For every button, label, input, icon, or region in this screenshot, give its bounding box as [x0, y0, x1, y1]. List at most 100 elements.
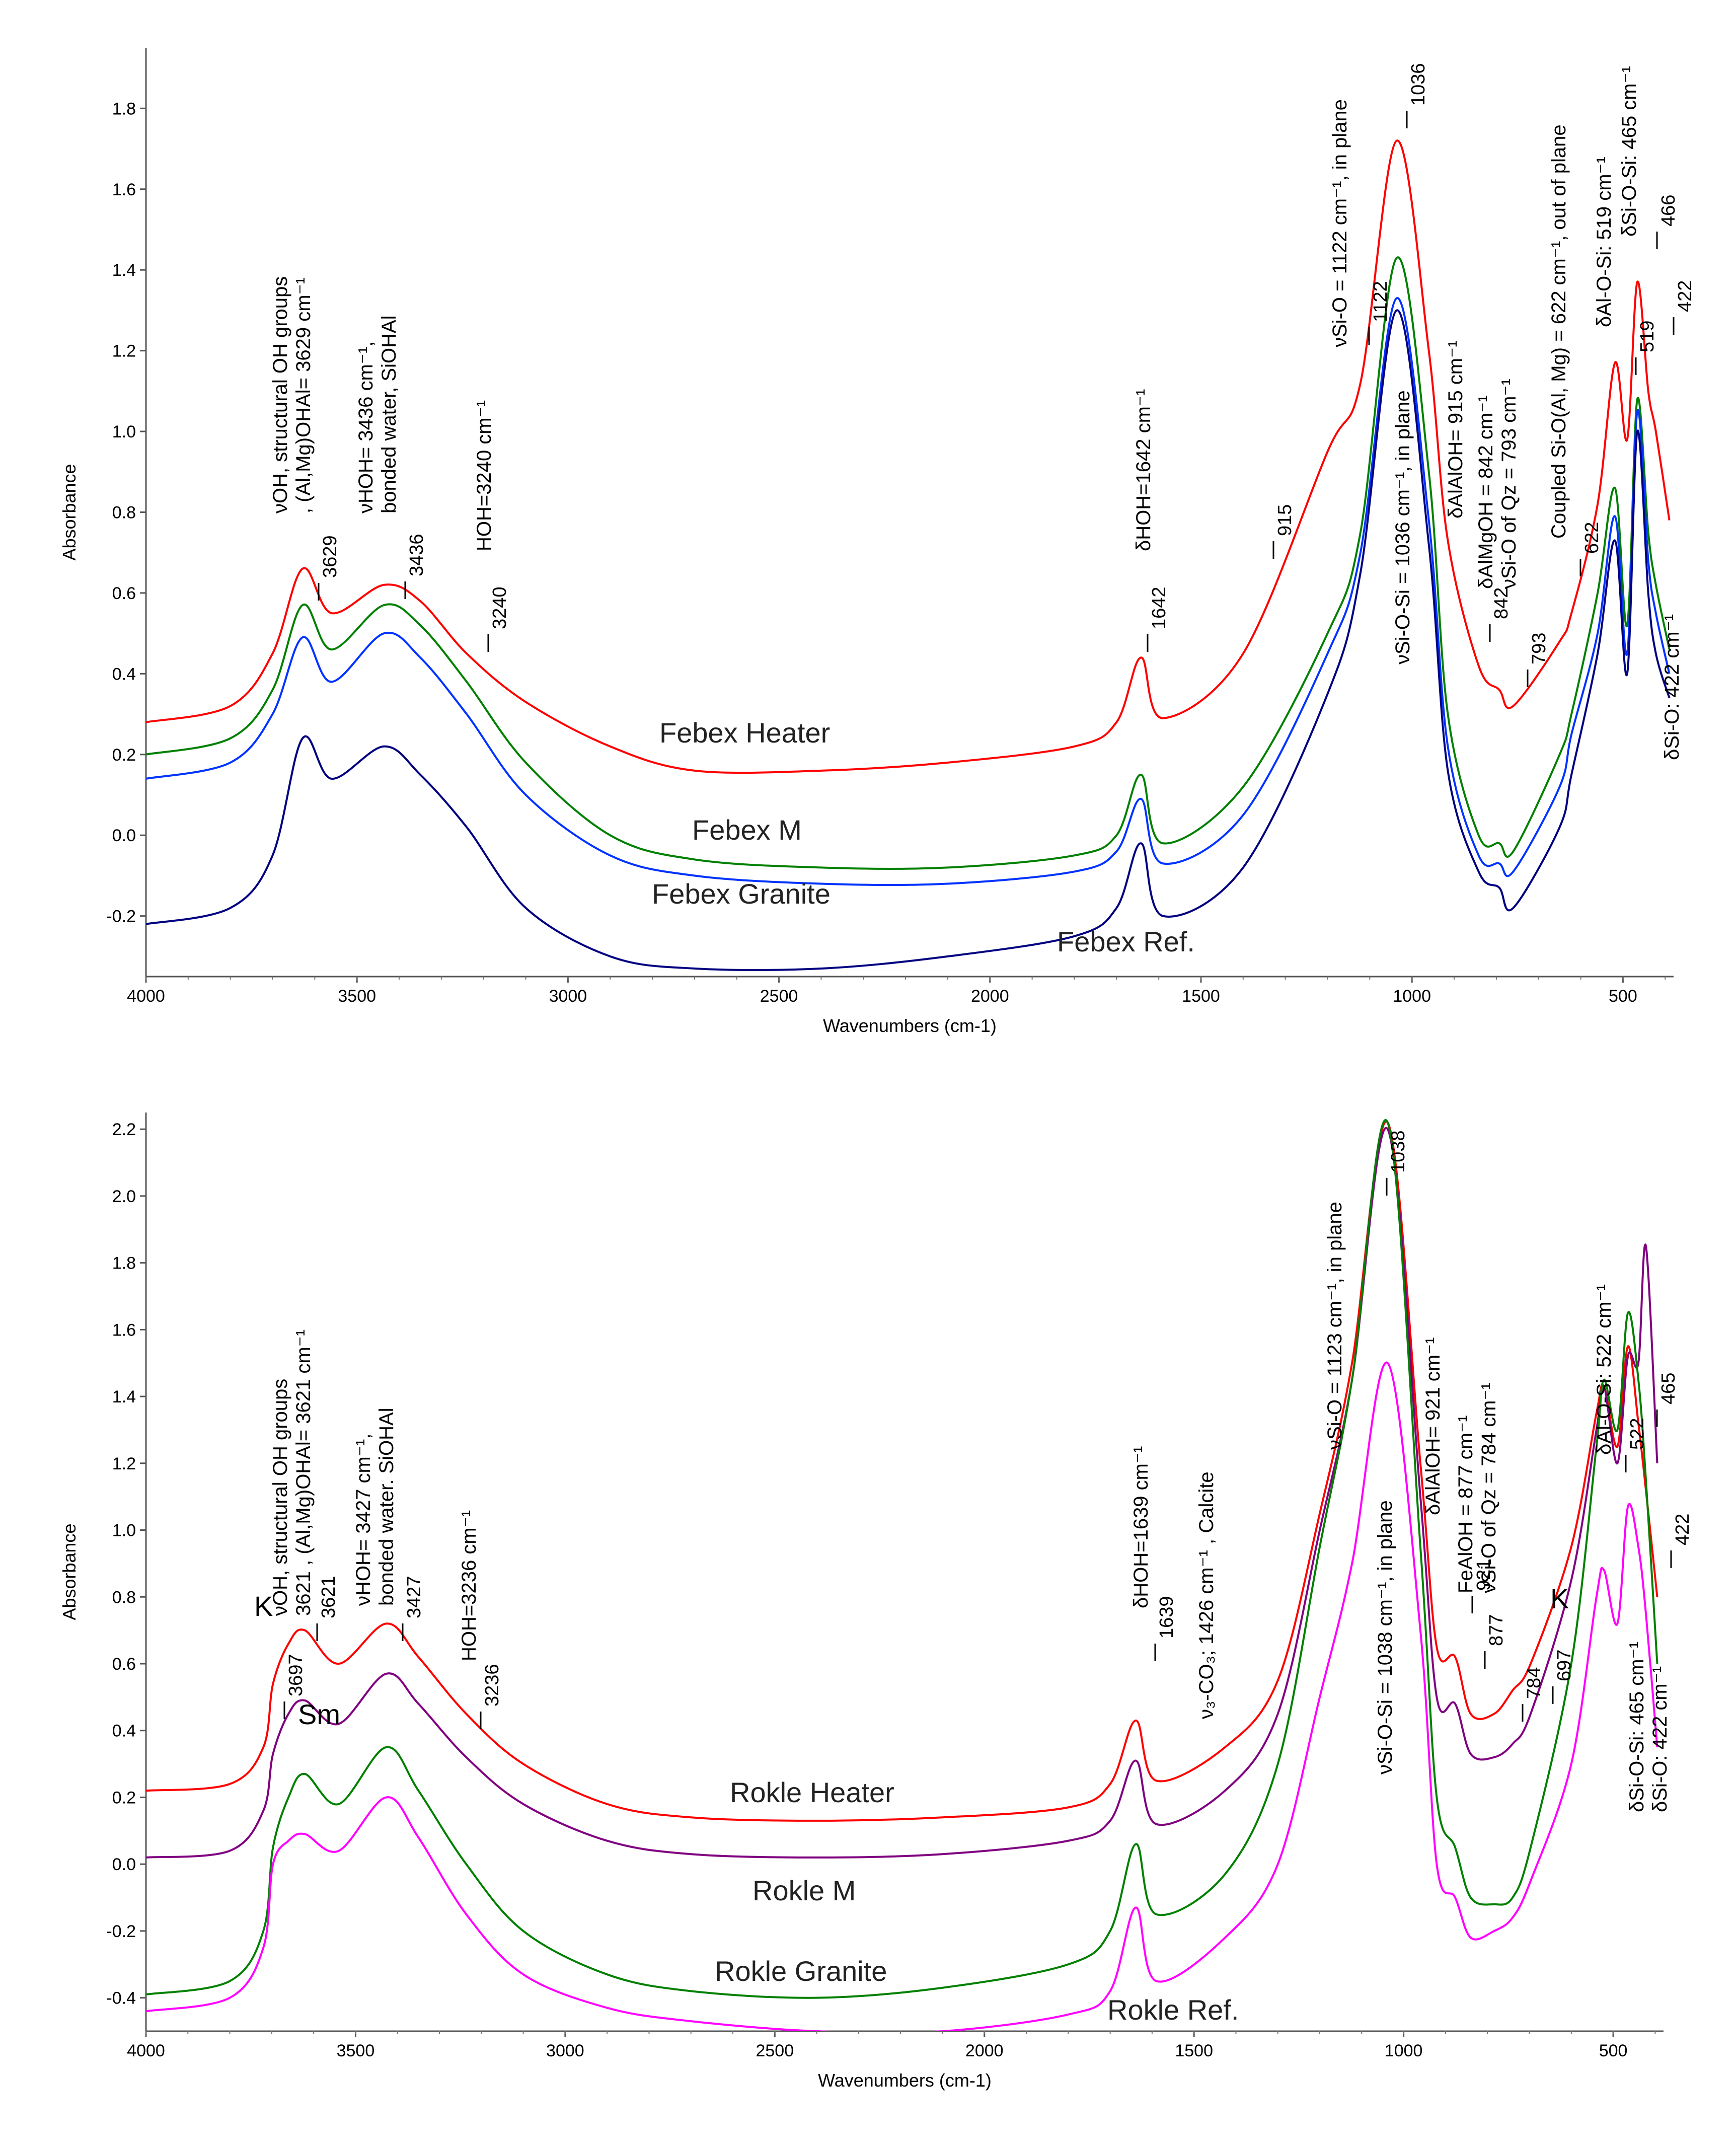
- febex-series-1: [146, 256, 1671, 870]
- febex-y-tick-label: 1.6: [112, 180, 136, 199]
- febex-peak-marker: 519: [1635, 321, 1658, 375]
- rokle-annotation-line: νSi-O of Qz = 784 cm⁻¹: [1478, 1383, 1500, 1593]
- febex-y-tick-label: 1.2: [112, 342, 136, 361]
- rokle-y-axis-title: Absorbance: [59, 1523, 80, 1620]
- febex-annotation-line: δAlMgOH = 842 cm⁻¹: [1475, 395, 1497, 589]
- rokle-annotation-vsiosi: νSi-O-Si = 1038 cm⁻¹, in plane: [1374, 1500, 1396, 1774]
- rokle-annotation-line: δHOH=1639 cm⁻¹: [1130, 1446, 1152, 1608]
- febex-y-tick-label: 0.4: [112, 664, 136, 684]
- rokle-y-tick-label: -0.4: [106, 1989, 136, 2008]
- rokle-y-tick-label: 1.0: [112, 1521, 136, 1540]
- rokle-y-tick-label: 0.0: [112, 1855, 136, 1874]
- rokle-y-tick-label: 1.6: [112, 1320, 136, 1340]
- rokle-peak-label: 3697: [285, 1654, 307, 1696]
- rokle-annotation-line: δAlAlOH= 921 cm⁻¹: [1422, 1338, 1444, 1515]
- rokle-peak-label: 3427: [404, 1576, 425, 1618]
- febex-annotation-line: νHOH= 3436 cm⁻¹,: [355, 341, 377, 513]
- febex-x-tick-label: 1000: [1393, 987, 1431, 1006]
- febex-y-tick-label: 0.0: [112, 826, 136, 845]
- febex-peak-label: 3436: [406, 534, 427, 576]
- febex-peak-label: 1642: [1149, 586, 1170, 629]
- febex-x-tick-label: 2000: [971, 987, 1009, 1006]
- febex-annotation-dalmgoh: δAlMgOH = 842 cm⁻¹ νSi-O of Qz = 793 cm⁻¹: [1475, 379, 1520, 589]
- febex-peak-label: 622: [1581, 522, 1603, 554]
- rokle-x-tick-label: 3500: [337, 2041, 375, 2060]
- febex-annotation-line: δAlAlOH= 915 cm⁻¹: [1445, 341, 1467, 518]
- rokle-annotation-line: δSi-O: 422 cm⁻¹: [1649, 1666, 1671, 1812]
- febex-chart: 4000 3500 3000 2500 2000 1500 1000 500 -0.2 0.0 0.…: [59, 48, 1696, 1036]
- rokle-annotation-dalosi: δAl-O-Si: 522 cm⁻¹: [1593, 1284, 1615, 1455]
- rokle-series-label: Rokle Granite: [715, 1955, 887, 1987]
- febex-annotation-dalosi: δAl-O-Si: 519 cm⁻¹: [1593, 157, 1615, 327]
- rokle-annotation-line: 3621 , (Al,Mg)OHAl= 3621 cm⁻¹: [292, 1329, 315, 1616]
- rokle-chart: 4000 3500 3000 2500 2000 1500 1000 500 -0.4 -0.2 0…: [59, 1113, 1693, 2091]
- febex-x-tick-label: 3000: [549, 987, 587, 1006]
- rokle-mineral-letter: K: [1550, 1583, 1569, 1614]
- rokle-annotation-dsiosi: δSi-O-Si: 465 cm⁻¹ δSi-O: 422 cm⁻¹: [1626, 1642, 1671, 1812]
- rokle-x-tick-label: 2000: [965, 2041, 1004, 2060]
- rokle-mineral-letter: K: [254, 1590, 273, 1622]
- febex-annotation-line: νSi-O of Qz = 793 cm⁻¹: [1498, 379, 1520, 589]
- rokle-peak-marker: 3427: [402, 1576, 425, 1641]
- rokle-annotation-dhoh: δHOH=1639 cm⁻¹: [1130, 1446, 1152, 1608]
- febex-series-2: [146, 297, 1671, 886]
- febex-peak-marker: 1036: [1406, 63, 1429, 128]
- febex-series-label: Febex Granite: [652, 878, 831, 910]
- febex-annotation-line: δSi-O-Si: 465 cm⁻¹: [1618, 66, 1640, 237]
- rokle-peak-marker: 921: [1471, 1559, 1494, 1613]
- rokle-series-0: [146, 1120, 1658, 1822]
- rokle-annotation-hoh: HOH=3236 cm⁻¹: [458, 1510, 480, 1661]
- febex-annotation-vhoh: νHOH= 3436 cm⁻¹, bonded water, SiOHAl: [355, 315, 400, 513]
- febex-peak-label: 1122: [1370, 281, 1391, 322]
- rokle-peak-marker: 522: [1625, 1418, 1648, 1472]
- febex-peak-marker: 3629: [318, 535, 341, 601]
- febex-peak-marker: 466: [1656, 195, 1679, 249]
- rokle-peak-label: 921: [1473, 1559, 1494, 1591]
- rokle-annotation-line: νHOH= 3427 cm⁻¹,: [352, 1434, 374, 1606]
- rokle-annotation-line: FeAlOH = 877 cm⁻¹: [1455, 1416, 1477, 1593]
- febex-annotation-line: νSi-O-Si = 1036 cm⁻¹, in plane: [1392, 390, 1414, 664]
- rokle-peak-marker: 1038: [1386, 1130, 1409, 1196]
- febex-peak-marker: 915: [1272, 504, 1296, 559]
- rokle-series-label: Rokle M: [752, 1875, 856, 1906]
- rokle-x-tick-label: 3000: [546, 2041, 584, 2060]
- rokle-annotation-line: HOH=3236 cm⁻¹: [458, 1510, 480, 1661]
- rokle-annotation-vsio: νSi-O = 1123 cm⁻¹, in plane: [1324, 1202, 1346, 1450]
- rokle-peak-label: 522: [1627, 1418, 1648, 1450]
- rokle-peak-label: 422: [1672, 1514, 1693, 1545]
- rokle-series-group: [146, 1119, 1658, 2031]
- febex-annotation-line: bonded water, SiOHAl: [378, 315, 400, 513]
- febex-y-tick-label: 0.6: [112, 584, 136, 603]
- febex-annotation-hoh: HOH=3240 cm⁻¹: [473, 400, 495, 551]
- rokle-annotation-line: bonded water. SiOHAl: [375, 1407, 398, 1606]
- rokle-annotation-dalaloh: δAlAlOH= 921 cm⁻¹: [1422, 1338, 1444, 1515]
- rokle-peak-marker: 3236: [480, 1664, 503, 1729]
- rokle-annotation-line: δSi-O-Si: 465 cm⁻¹: [1626, 1642, 1648, 1812]
- rokle-peak-marker: 422: [1670, 1514, 1693, 1568]
- febex-peak-marker: 793: [1527, 633, 1550, 687]
- febex-annotation-line: Coupled Si-O(Al, Mg) = 622 cm⁻¹, out of …: [1548, 124, 1570, 539]
- febex-y-tick-label: 1.4: [112, 261, 136, 280]
- febex-series-label: Febex Ref.: [1057, 926, 1195, 957]
- rokle-peak-label: 1038: [1388, 1130, 1409, 1173]
- febex-annotation-coupled: Coupled Si-O(Al, Mg) = 622 cm⁻¹, out of …: [1548, 124, 1570, 539]
- rokle-peak-marker: 3697: [283, 1654, 307, 1719]
- rokle-peak-label: 1639: [1156, 1596, 1177, 1639]
- febex-annotation-dsiosi: δSi-O-Si: 465 cm⁻¹: [1618, 66, 1640, 237]
- febex-annotation-dhoh: δHOH=1642 cm⁻¹: [1133, 389, 1155, 551]
- rokle-peak-label: 3236: [482, 1664, 503, 1707]
- rokle-series-2: [146, 1119, 1658, 1999]
- rokle-annotation-line: ν₃-CO₃; 1426 cm⁻¹ , Calcite: [1195, 1471, 1218, 1719]
- febex-peak-marker: 842: [1489, 587, 1512, 642]
- febex-annotation-line: δSi-O: 422 cm⁻¹: [1661, 614, 1683, 760]
- febex-series-label: Febex M: [692, 814, 802, 846]
- febex-peak-label: 422: [1675, 280, 1696, 312]
- febex-x-tick-label: 500: [1609, 987, 1637, 1006]
- febex-x-tick-label: 3500: [338, 987, 376, 1006]
- rokle-y-tick-label: 0.2: [112, 1788, 136, 1807]
- febex-annotation-line: HOH=3240 cm⁻¹: [473, 400, 495, 551]
- rokle-peak-label: 697: [1554, 1650, 1575, 1681]
- febex-y-tick-label: 1.0: [112, 422, 136, 441]
- febex-axes: 4000 3500 3000 2500 2000 1500 1000 500 -0.2 0.0 0.…: [59, 48, 1674, 1036]
